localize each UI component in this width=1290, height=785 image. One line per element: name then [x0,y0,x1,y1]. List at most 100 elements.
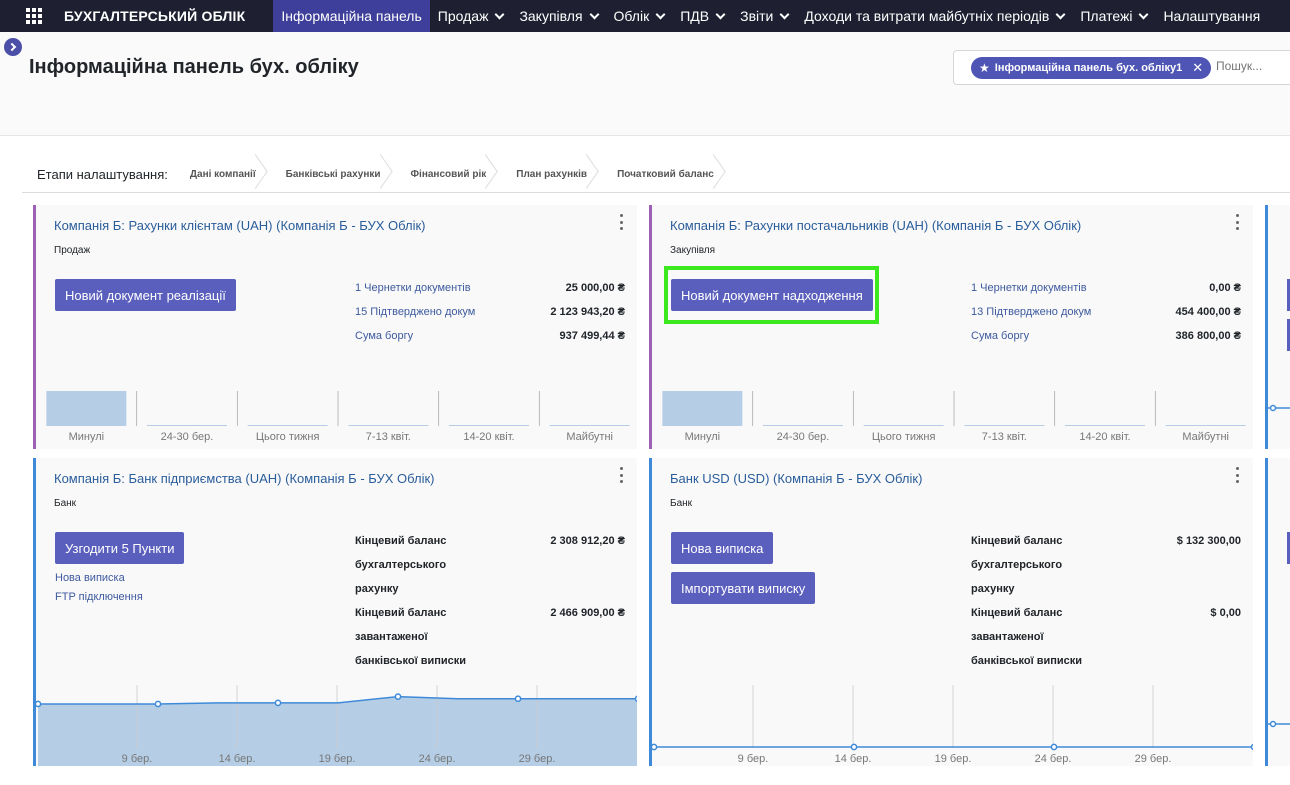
onboarding-step[interactable]: Фінансовий рік [397,157,503,193]
menu-item[interactable]: Доходи та витрати майбутніх періодів [796,0,1072,32]
sales-due-value: 937 499,44 ₴ [559,330,625,342]
onboarding-step[interactable]: Банківські рахунки [272,157,397,193]
partial-button[interactable] [1287,279,1290,311]
third-card-partial [1265,205,1290,449]
sales-card-menu-icon[interactable] [617,213,625,231]
bank-usd-gl-balance-value: $ 132 300,00 [1176,535,1241,547]
chart-tick-label: Майбутні [1182,431,1229,443]
chart-tick-label: 14 бер. [835,753,872,765]
sales-due-link[interactable]: Сума боргу [355,330,414,342]
menu-item-label: Інформаційна панель [281,8,422,24]
partial-button[interactable] [1287,532,1290,564]
search-input[interactable] [1216,59,1290,73]
new-statement-button[interactable]: Нова виписка [671,532,774,564]
onboarding-step[interactable]: Дані компанії [176,157,272,193]
new-bill-button[interactable]: Новий документ надходження [671,279,873,311]
menu-item[interactable]: ПДВ [672,0,732,32]
chart-point [154,700,162,708]
chart-tick-label: Цього тижня [872,431,936,443]
purchase-draft-value: 0,00 ₴ [1209,282,1241,294]
new-statement-link[interactable]: Нова виписка [55,572,125,584]
sidebar-toggle-icon[interactable] [4,38,22,56]
top-navbar: БУХГАЛТЕРСЬКИЙ ОБЛІК Інформаційна панель… [0,0,1290,32]
import-statement-button[interactable]: Імпортувати виписку [671,572,816,604]
menu-item[interactable]: Налаштування [1155,0,1268,32]
menu-item[interactable]: Закупівля [511,0,605,32]
bank-usd-menu-icon[interactable] [1233,466,1241,484]
control-panel: Інформаційна панель бух. обліку ★ Інформ… [0,32,1290,136]
chart-tick-label: Минулі [685,431,721,443]
page-title: Інформаційна панель бух. обліку [29,56,359,78]
star-icon: ★ [979,61,990,75]
chevron-down-icon [1138,9,1149,19]
purchase-confirmed-link[interactable]: 13 Підтверджено документів [971,306,1091,318]
chart-tick-label: 9 бер. [122,753,153,765]
sales-confirmed-value: 2 123 943,20 ₴ [550,306,625,318]
bank-uah-type: Банк [54,498,77,509]
menu-item-label: ПДВ [680,8,710,24]
purchase-journal-type: Закупівля [670,245,716,256]
apps-menu-icon[interactable] [18,0,50,32]
chart-tick-label: 24-30 бер. [161,431,214,443]
new-invoice-button[interactable]: Новий документ реалізації [55,279,236,311]
partial-chart [1268,720,1290,728]
chart-tick-label: 14-20 квіт. [463,431,514,443]
chart-tick-label: 14-20 квіт. [1079,431,1130,443]
chart-point [634,695,637,702]
bank-usd-gl-balance-label: Кінцевий баланс бухгалтерського рахунку [971,535,1063,595]
sales-draft-link[interactable]: 1 Чернетки документів [355,282,471,294]
chart-bar [348,425,429,426]
chart-tick-label: 19 бер. [319,753,356,765]
menu-item-label: Налаштування [1163,8,1261,24]
chart-series-line [38,695,637,705]
bank-uah-title[interactable]: Компанія Б: Банк підприємства (UAH) (Ком… [54,471,435,486]
chart-bar [763,425,843,426]
chart-bar [863,425,944,426]
chart-tick-label: 7-13 квіт. [982,431,1027,443]
partial-chart [1268,404,1290,412]
sales-confirmed-link[interactable]: 15 Підтверджено документів [355,306,475,318]
bank-usd-title[interactable]: Банк USD (USD) (Компанія Б - БУХ Облік) [670,471,923,486]
partial-button[interactable] [1287,319,1290,351]
chart-bar [549,425,630,426]
highlight-box [664,266,879,324]
bank-uah-card: Компанія Б: Банк підприємства (UAH) (Ком… [33,458,637,766]
bank-uah-statement-balance-label: Кінцевий баланс завантаженої банківської… [355,607,467,667]
search-facet-label: Інформаційна панель бух. обліку1 [994,62,1183,74]
chart-point [36,700,42,708]
purchase-draft-link[interactable]: 1 Чернетки документів [971,282,1087,294]
fourth-card-partial [1265,458,1290,766]
app-name: БУХГАЛТЕРСЬКИЙ ОБЛІК [64,8,246,24]
menu-item[interactable]: Облік [606,0,673,32]
purchase-due-link[interactable]: Сума боргу [971,330,1030,342]
ftp-connection-link[interactable]: FTP підключення [55,591,143,603]
bank-usd-statement-balance-label: Кінцевий баланс завантаженої банківської… [971,607,1083,667]
menu-item-label: Закупівля [519,8,583,24]
main-menu: Інформаційна панель Продаж Закупівля Облік П… [273,0,1268,32]
menu-item-label: Платежі [1080,8,1133,24]
chart-point [652,743,658,751]
menu-item[interactable]: Звіти [732,0,796,32]
menu-item[interactable]: Інформаційна панель [273,0,430,32]
onboarding-step[interactable]: План рахунків [502,157,603,193]
chart-bar [46,391,127,426]
purchase-journal-title[interactable]: Компанія Б: Рахунки постачальників (UAH)… [670,218,1082,233]
menu-item[interactable]: Продаж [430,0,512,32]
onboarding-label: Етапи налаштування: [37,167,168,182]
onboarding-step[interactable]: Початковий баланс [603,157,730,193]
menu-item[interactable]: Платежі [1072,0,1155,32]
chevron-down-icon [1055,9,1066,19]
search-facet: ★ Інформаційна панель бух. обліку1 ✕ [971,57,1212,79]
chart-bar [1165,425,1246,426]
sales-journal-type: Продаж [54,245,91,256]
bank-usd-line-chart: 9 бер. 14 бер. 19 бер. 24 бер. 29 бер. [652,685,1253,765]
purchase-journal-card: Компанія Б: Рахунки постачальників (UAH)… [649,205,1253,449]
bank-uah-menu-icon[interactable] [617,466,625,484]
chart-tick-label: 7-13 квіт. [366,431,411,443]
purchase-card-menu-icon[interactable] [1233,213,1241,231]
chevron-down-icon [779,9,790,19]
chart-bar [247,425,328,426]
sales-journal-title[interactable]: Компанія Б: Рахунки клієнтам (UAH) (Комп… [54,218,426,233]
remove-facet-icon[interactable]: ✕ [1192,60,1204,75]
reconcile-button[interactable]: Узгодити 5 Пункти [55,532,185,564]
